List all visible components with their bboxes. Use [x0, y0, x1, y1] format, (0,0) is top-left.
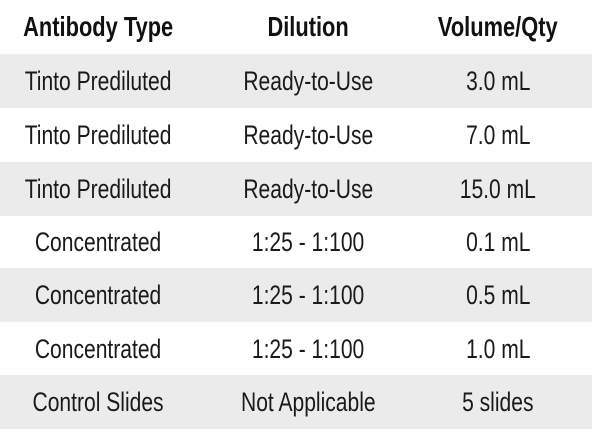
cell-antibody-type: Control Slides: [32, 387, 164, 417]
cell-volume-qty: 7.0 mL: [465, 120, 531, 150]
cell-antibody-type: Tinto Prediluted: [24, 120, 172, 150]
table-row: Tinto Prediluted Ready-to-Use 3.0 mL: [0, 54, 592, 108]
cell-dilution: 1:25 - 1:100: [251, 227, 365, 257]
cell-dilution: 1:25 - 1:100: [251, 280, 365, 310]
cell-volume-qty: 5 slides: [462, 387, 534, 417]
cell-antibody-type: Tinto Prediluted: [24, 174, 172, 204]
header-dilution: Dilution: [267, 11, 349, 42]
cell-antibody-type: Concentrated: [34, 280, 162, 310]
cell-volume-qty: 0.5 mL: [465, 280, 531, 310]
header-antibody-type: Antibody Type: [22, 11, 174, 42]
table-row: Concentrated 1:25 - 1:100 0.5 mL: [0, 268, 592, 322]
table-row: Concentrated 1:25 - 1:100 0.1 mL: [0, 215, 592, 269]
cell-dilution: Ready-to-Use: [243, 120, 373, 150]
cell-volume-qty: 1.0 mL: [465, 334, 531, 364]
table-row: Control Slides Not Applicable 5 slides: [0, 375, 592, 429]
table-row: Concentrated 1:25 - 1:100 1.0 mL: [0, 322, 592, 376]
cell-dilution: Ready-to-Use: [243, 66, 373, 96]
cell-volume-qty: 15.0 mL: [459, 174, 537, 204]
cell-dilution: Not Applicable: [240, 387, 376, 417]
header-volume-qty: Volume/Qty: [438, 11, 558, 42]
cell-volume-qty: 3.0 mL: [465, 66, 531, 96]
cell-antibody-type: Concentrated: [34, 334, 162, 364]
table-row: Tinto Prediluted Ready-to-Use 7.0 mL: [0, 108, 592, 162]
table-row: Tinto Prediluted Ready-to-Use 15.0 mL: [0, 162, 592, 216]
cell-dilution: Ready-to-Use: [243, 174, 373, 204]
cell-antibody-type: Concentrated: [34, 227, 162, 257]
cell-volume-qty: 0.1 mL: [465, 227, 531, 257]
table-header: Antibody Type Dilution Volume/Qty: [0, 0, 592, 54]
cell-antibody-type: Tinto Prediluted: [24, 66, 172, 96]
cell-dilution: 1:25 - 1:100: [251, 334, 365, 364]
